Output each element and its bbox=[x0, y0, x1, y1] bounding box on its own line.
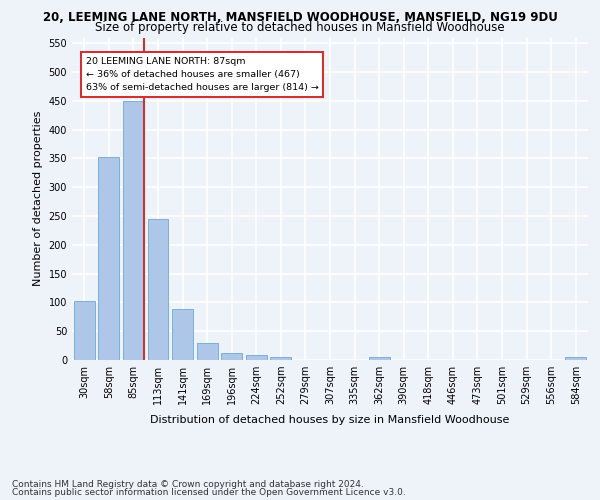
X-axis label: Distribution of detached houses by size in Mansfield Woodhouse: Distribution of detached houses by size … bbox=[151, 416, 509, 426]
Bar bbox=[565, 356, 586, 360]
Bar bbox=[148, 219, 169, 360]
Text: 20 LEEMING LANE NORTH: 87sqm
← 36% of detached houses are smaller (467)
63% of s: 20 LEEMING LANE NORTH: 87sqm ← 36% of de… bbox=[86, 56, 319, 92]
Bar bbox=[74, 300, 95, 360]
Text: 20, LEEMING LANE NORTH, MANSFIELD WOODHOUSE, MANSFIELD, NG19 9DU: 20, LEEMING LANE NORTH, MANSFIELD WOODHO… bbox=[43, 11, 557, 24]
Bar bbox=[221, 352, 242, 360]
Text: Contains public sector information licensed under the Open Government Licence v3: Contains public sector information licen… bbox=[12, 488, 406, 497]
Text: Size of property relative to detached houses in Mansfield Woodhouse: Size of property relative to detached ho… bbox=[95, 21, 505, 34]
Bar bbox=[197, 342, 218, 360]
Bar bbox=[123, 102, 144, 360]
Text: Contains HM Land Registry data © Crown copyright and database right 2024.: Contains HM Land Registry data © Crown c… bbox=[12, 480, 364, 489]
Bar bbox=[246, 355, 267, 360]
Y-axis label: Number of detached properties: Number of detached properties bbox=[33, 111, 43, 286]
Bar bbox=[271, 356, 292, 360]
Bar bbox=[368, 356, 389, 360]
Bar bbox=[172, 310, 193, 360]
Bar bbox=[98, 156, 119, 360]
